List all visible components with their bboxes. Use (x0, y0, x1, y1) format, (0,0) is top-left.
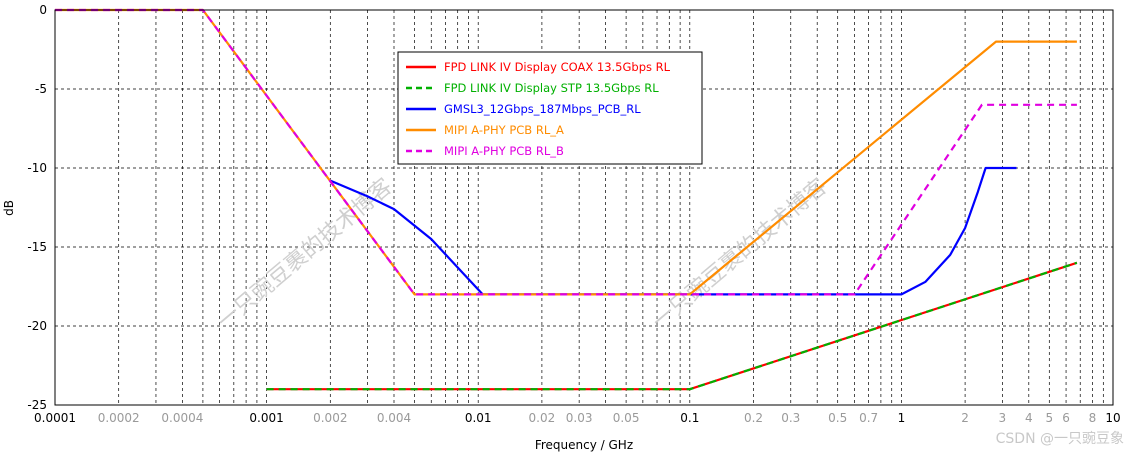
x-tick-label-minor: 8 (1089, 411, 1097, 425)
csdn-watermark: CSDN @一只豌豆象 (995, 431, 1124, 447)
y-tick-label: -5 (35, 82, 47, 96)
x-tick-label-minor: 0.03 (566, 411, 593, 425)
x-tick-label-minor: 0.02 (529, 411, 556, 425)
x-tick-label-major: 1 (898, 411, 906, 425)
legend-label: FPD LINK IV Display COAX 13.5Gbps RL (444, 60, 671, 74)
x-tick-label-minor: 0.002 (313, 411, 347, 425)
y-tick-label: -10 (27, 161, 47, 175)
legend-box (397, 51, 703, 165)
y-tick-labels: 0 -5 -10 -15 -20 -25 (27, 3, 47, 412)
x-tick-label-minor: 0.05 (613, 411, 640, 425)
x-tick-label-major: 0.001 (249, 411, 283, 425)
x-tick-label-major: 0.01 (465, 411, 492, 425)
series-line (266, 261, 1078, 391)
series-group (55, 8, 1078, 391)
x-tick-label-minor: 4 (1025, 411, 1033, 425)
x-tick-label-minor: 0.2 (744, 411, 763, 425)
x-tick-label-minor: 0.0004 (161, 411, 203, 425)
x-tick-label-minor: 0.5 (828, 411, 847, 425)
x-tick-label-minor: 5 (1045, 411, 1053, 425)
series-line (329, 166, 1017, 296)
x-tick-labels: 0.0001 0.001 0.01 0.1 1 10 0.0002 0.0004 0.002 0.… (34, 411, 1121, 425)
x-tick-label-major: 0.0001 (34, 411, 76, 425)
legend-label: FPD LINK IV Display STP 13.5Gbps RL (444, 81, 659, 95)
legend-label: GMSL3_12Gbps_187Mbps_PCB_RL (444, 102, 641, 116)
y-tick-label: -25 (27, 398, 47, 412)
y-tick-label: -15 (27, 240, 47, 254)
x-tick-label-minor: 3 (999, 411, 1007, 425)
x-axis-label: Frequency / GHz (535, 438, 633, 452)
plot-frame (54, 9, 1114, 406)
x-tick-label-major: 10 (1105, 411, 1120, 425)
x-tick-label-major: 0.1 (680, 411, 699, 425)
x-tick-label-minor: 0.3 (781, 411, 800, 425)
x-tick-label-minor: 0.004 (377, 411, 411, 425)
legend-label: MIPI A-PHY PCB RL_B (444, 144, 564, 158)
x-tick-label-minor: 0.7 (859, 411, 878, 425)
y-tick-label: 0 (39, 3, 47, 17)
legend-label: MIPI A-PHY PCB RL_A (444, 123, 564, 137)
x-tick-label-minor: 6 (1062, 411, 1070, 425)
y-tick-label: -20 (27, 319, 47, 333)
x-tick-label-minor: 0.0002 (98, 411, 140, 425)
x-tick-label-minor: 2 (961, 411, 969, 425)
y-axis-label: dB (2, 200, 16, 216)
legend: FPD LINK IV Display COAX 13.5Gbps RL FPD … (397, 51, 703, 165)
